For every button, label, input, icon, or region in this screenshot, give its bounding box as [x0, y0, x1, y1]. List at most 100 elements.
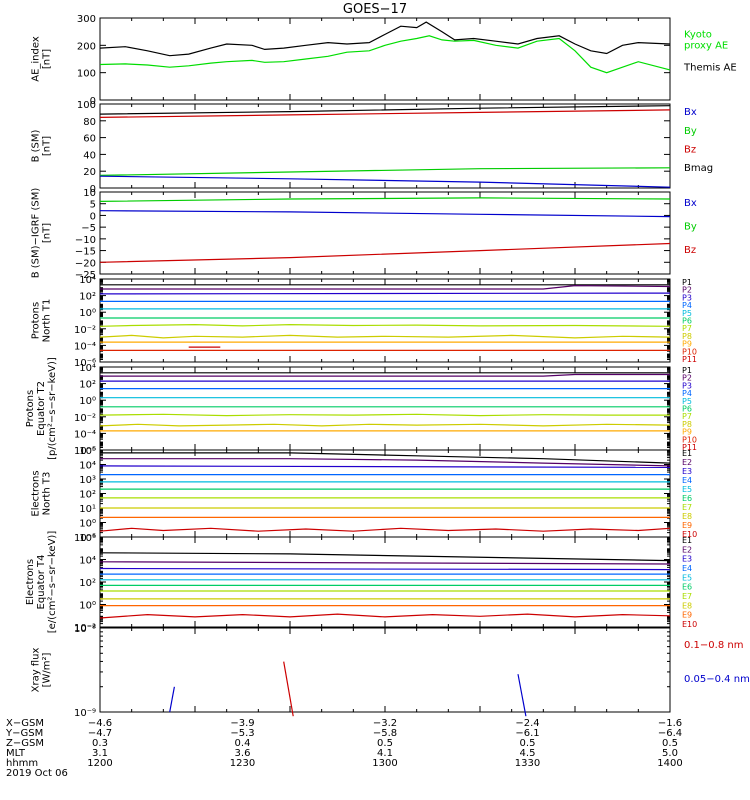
y-tick-label: 0: [90, 211, 96, 222]
ephemeris-value: 1200: [87, 758, 112, 769]
y-tick-label: 10⁻¹: [74, 533, 96, 544]
series-p7: [99, 323, 671, 327]
legend-channel: E7: [682, 592, 692, 601]
series-bz: [99, 109, 671, 118]
panel-frame: [99, 366, 671, 451]
ephemeris-value: 1330: [515, 758, 540, 769]
series-e10: [99, 527, 671, 532]
panel-frame: [99, 191, 671, 275]
y-axis-label: Equator T2: [36, 381, 47, 436]
series-bx: [99, 175, 671, 188]
series-bmag: [99, 105, 671, 115]
y-axis-label: AE_index: [31, 36, 42, 82]
panel-frame: [99, 278, 671, 363]
series-p8: [99, 334, 671, 339]
chart-title: GOES−17: [343, 2, 407, 17]
legend-channel: P7: [682, 324, 692, 333]
y-tick-label: 10⁴: [79, 461, 96, 472]
y-axis-label: [nT]: [42, 49, 53, 69]
series-e3: [99, 567, 671, 571]
legend-entry: Bx: [684, 198, 697, 209]
y-axis-label: [p/(cm²−s−sr−keV)]: [47, 357, 58, 460]
series-bz: [99, 242, 671, 263]
y-tick-label: −15: [75, 247, 96, 258]
ephemeris-table: X−GSM −4.6 −3.9 −3.2 −2.4 −1.6 Y−GSM −4.7 −5.3 −5…: [5, 718, 683, 779]
y-tick-label: 10⁻⁴: [74, 429, 96, 440]
y-tick-label: −5: [81, 223, 96, 234]
y-tick-label: 10⁴: [79, 556, 96, 567]
y-tick-label: 300: [77, 14, 96, 25]
y-tick-label: 0: [90, 96, 96, 107]
legend-channel: P6: [682, 405, 692, 414]
legend-channel: P8: [682, 332, 692, 341]
ephemeris-label: hhmm: [6, 758, 38, 769]
y-tick-label: −10: [75, 235, 96, 246]
ephemeris-value: −6.4: [658, 728, 682, 739]
y-tick-label: 100: [77, 100, 96, 111]
legend-channel: P2: [682, 374, 692, 383]
legend-channel: P6: [682, 317, 692, 326]
ephemeris-value: −6.1: [515, 728, 539, 739]
legend-channel: E8: [682, 601, 692, 610]
panel-p_equator: 10⁻⁶ 10⁻⁴ 10⁻² 10⁰ 10² 10⁴ Protons Equator T2 [p…: [25, 357, 697, 460]
ephemeris-value: 0.3: [92, 738, 108, 749]
y-tick-label: 10⁵: [79, 446, 96, 457]
legend-entry: Bmag: [684, 163, 713, 174]
legend-channel: E5: [682, 573, 692, 582]
legend-channel: P10: [682, 347, 697, 356]
y-axis-label: North T1: [42, 299, 53, 343]
ephemeris-value: 1400: [657, 758, 682, 769]
legend-channel: P9: [682, 428, 692, 437]
legend-channel: E6: [682, 494, 692, 503]
ephemeris-value: 4.1: [377, 748, 393, 759]
legend-channel: P10: [682, 435, 697, 444]
series-kyoto-proxy-ae: [99, 35, 671, 74]
legend-channel: E8: [682, 512, 692, 521]
series-e2: [100, 458, 671, 467]
legend-channel: E5: [682, 485, 692, 494]
y-axis-label: Equator T4: [36, 555, 47, 610]
ephemeris-value: −3.2: [373, 718, 397, 729]
legend-channel: E7: [682, 503, 692, 512]
legend-entry: Bz: [684, 245, 696, 256]
ephemeris-value: −3.9: [230, 718, 254, 729]
y-tick-label: 40: [83, 150, 96, 161]
legend-channel: E1: [682, 536, 692, 545]
y-tick-label: 10⁰: [79, 601, 96, 612]
series-e1: [100, 452, 671, 464]
legend-channel: E6: [682, 583, 692, 592]
y-tick-label: 5: [90, 200, 96, 211]
ephemeris-label: X−GSM: [6, 718, 44, 729]
legend-channel: P5: [682, 309, 692, 318]
y-tick-label: 10³: [79, 475, 96, 486]
y-axis-label: B (SM): [31, 129, 42, 162]
y-tick-label: 10⁰: [79, 308, 96, 319]
ephemeris-value: −2.4: [515, 718, 539, 729]
y-tick-label: −20: [75, 258, 96, 269]
legend-channel: P1: [682, 278, 692, 287]
y-tick-label: 10: [83, 188, 96, 199]
ephemeris-label: Z−GSM: [6, 738, 44, 749]
legend-channel: P9: [682, 340, 692, 349]
y-tick-label: 10¹: [79, 504, 96, 515]
legend-channel: E9: [682, 611, 692, 620]
y-tick-label: 10⁶: [79, 533, 96, 544]
y-axis-label: [e/(cm²−s−sr−keV)]: [47, 531, 58, 634]
y-tick-label: 10⁻²: [74, 623, 96, 634]
series-p8: [99, 423, 671, 427]
series-0-05-0-4-nm: [517, 674, 527, 717]
legend-channel: E10: [682, 620, 697, 629]
y-tick-label: 10⁰: [79, 396, 96, 407]
ephemeris-label: Y−GSM: [5, 728, 43, 739]
y-tick-label: 10⁻⁶: [74, 358, 96, 369]
y-tick-label: 10⁻²: [74, 413, 96, 424]
ephemeris-date: 2019 Oct 06: [6, 768, 68, 779]
series-e2: [99, 561, 671, 565]
panel-bsm: 0 20 40 60 80 100 B (SM) [nT] Bx By Bz Bmag: [31, 100, 714, 195]
y-tick-label: 10⁻²: [74, 325, 96, 336]
legend-channel: P1: [682, 366, 692, 375]
series-e10: [99, 613, 671, 619]
series-themis-ae: [99, 21, 671, 57]
panel-frame: [99, 627, 671, 713]
